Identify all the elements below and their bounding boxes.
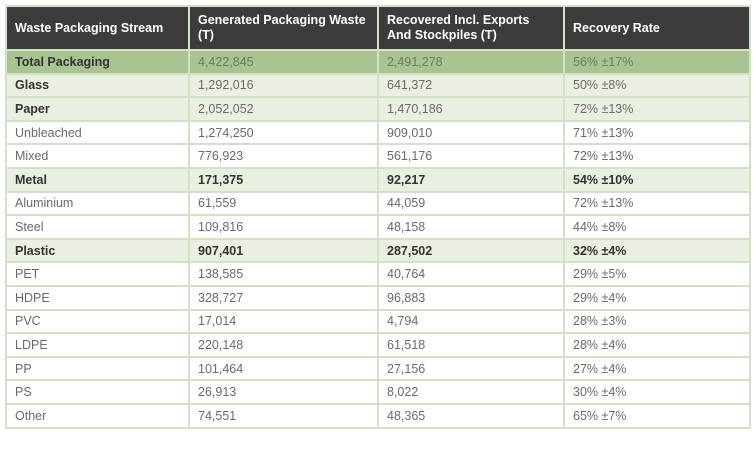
rate-cell: 54% ±10% xyxy=(563,166,751,193)
stream-cell: Other xyxy=(5,402,190,429)
table-row: Metal 171,375 92,217 54% ±10% xyxy=(5,166,751,193)
generated-cell: 17,014 xyxy=(188,308,379,335)
generated-cell: 776,923 xyxy=(188,143,379,169)
generated-cell: 138,585 xyxy=(188,261,379,287)
recovered-cell: 287,502 xyxy=(377,237,565,264)
stream-cell: Aluminium xyxy=(5,190,190,217)
stream-cell: PVC xyxy=(5,308,190,335)
generated-cell: 1,292,016 xyxy=(188,72,379,99)
rate-cell: 27% ±4% xyxy=(563,355,751,382)
rate-cell: 56% ±17% xyxy=(563,49,751,75)
generated-cell: 101,464 xyxy=(188,355,379,382)
stream-cell: Glass xyxy=(5,72,190,99)
recovered-cell: 561,176 xyxy=(377,143,565,169)
recovered-cell: 4,794 xyxy=(377,308,565,335)
recovered-cell: 1,470,186 xyxy=(377,96,565,122)
table-row: Steel 109,816 48,158 44% ±8% xyxy=(5,214,751,240)
stream-cell: PP xyxy=(5,355,190,382)
table-row: Other 74,551 48,365 65% ±7% xyxy=(5,402,751,429)
rate-cell: 28% ±4% xyxy=(563,332,751,358)
stream-cell: PS xyxy=(5,379,190,405)
recovered-cell: 909,010 xyxy=(377,119,565,146)
table-row: PP 101,464 27,156 27% ±4% xyxy=(5,355,751,382)
table-row: LDPE 220,148 61,518 28% ±4% xyxy=(5,332,751,358)
stream-cell: Unbleached xyxy=(5,119,190,146)
generated-cell: 26,913 xyxy=(188,379,379,405)
generated-cell: 4,422,845 xyxy=(188,49,379,75)
recovered-cell: 2,491,278 xyxy=(377,49,565,75)
rate-cell: 72% ±13% xyxy=(563,96,751,122)
rate-cell: 65% ±7% xyxy=(563,402,751,429)
recovered-cell: 48,158 xyxy=(377,214,565,240)
stream-cell: Steel xyxy=(5,214,190,240)
stream-cell: HDPE xyxy=(5,284,190,311)
column-header: Recovery Rate xyxy=(563,5,751,51)
recovered-cell: 27,156 xyxy=(377,355,565,382)
stream-cell: PET xyxy=(5,261,190,287)
rate-cell: 50% ±8% xyxy=(563,72,751,99)
table-row: Glass 1,292,016 641,372 50% ±8% xyxy=(5,72,751,99)
recovered-cell: 96,883 xyxy=(377,284,565,311)
recovered-cell: 641,372 xyxy=(377,72,565,99)
stream-cell: Total Packaging xyxy=(5,49,190,75)
generated-cell: 2,052,052 xyxy=(188,96,379,122)
table-row: HDPE 328,727 96,883 29% ±4% xyxy=(5,284,751,311)
generated-cell: 1,274,250 xyxy=(188,119,379,146)
rate-cell: 72% ±13% xyxy=(563,190,751,217)
generated-cell: 220,148 xyxy=(188,332,379,358)
recovered-cell: 48,365 xyxy=(377,402,565,429)
column-header: Waste Packaging Stream xyxy=(5,5,190,51)
recovered-cell: 40,764 xyxy=(377,261,565,287)
rate-cell: 29% ±5% xyxy=(563,261,751,287)
table-row: PET 138,585 40,764 29% ±5% xyxy=(5,261,751,287)
table-row: PS 26,913 8,022 30% ±4% xyxy=(5,379,751,405)
generated-cell: 171,375 xyxy=(188,166,379,193)
table-row: Aluminium 61,559 44,059 72% ±13% xyxy=(5,190,751,217)
generated-cell: 109,816 xyxy=(188,214,379,240)
table-row: Unbleached 1,274,250 909,010 71% ±13% xyxy=(5,119,751,146)
rate-cell: 29% ±4% xyxy=(563,284,751,311)
rate-cell: 72% ±13% xyxy=(563,143,751,169)
table-row: Paper 2,052,052 1,470,186 72% ±13% xyxy=(5,96,751,122)
column-header: Recovered Incl. Exports And Stockpiles (… xyxy=(377,5,565,51)
generated-cell: 328,727 xyxy=(188,284,379,311)
generated-cell: 74,551 xyxy=(188,402,379,429)
recovered-cell: 8,022 xyxy=(377,379,565,405)
rate-cell: 28% ±3% xyxy=(563,308,751,335)
table-row: Total Packaging 4,422,845 2,491,278 56% ±17… xyxy=(5,49,751,75)
stream-cell: Mixed xyxy=(5,143,190,169)
stream-cell: Metal xyxy=(5,166,190,193)
column-header: Generated Packaging Waste (T) xyxy=(188,5,379,51)
table-row: Mixed 776,923 561,176 72% ±13% xyxy=(5,143,751,169)
rate-cell: 30% ±4% xyxy=(563,379,751,405)
rate-cell: 32% ±4% xyxy=(563,237,751,264)
recovered-cell: 61,518 xyxy=(377,332,565,358)
table-row: PVC 17,014 4,794 28% ±3% xyxy=(5,308,751,335)
stream-cell: Paper xyxy=(5,96,190,122)
table-row: Plastic 907,401 287,502 32% ±4% xyxy=(5,237,751,264)
rate-cell: 44% ±8% xyxy=(563,214,751,240)
stream-cell: Plastic xyxy=(5,237,190,264)
generated-cell: 907,401 xyxy=(188,237,379,264)
rate-cell: 71% ±13% xyxy=(563,119,751,146)
recovered-cell: 92,217 xyxy=(377,166,565,193)
packaging-waste-table: Waste Packaging Stream Generated Packagin… xyxy=(5,5,751,429)
generated-cell: 61,559 xyxy=(188,190,379,217)
stream-cell: LDPE xyxy=(5,332,190,358)
header-row: Waste Packaging Stream Generated Packagin… xyxy=(5,5,751,51)
recovered-cell: 44,059 xyxy=(377,190,565,217)
